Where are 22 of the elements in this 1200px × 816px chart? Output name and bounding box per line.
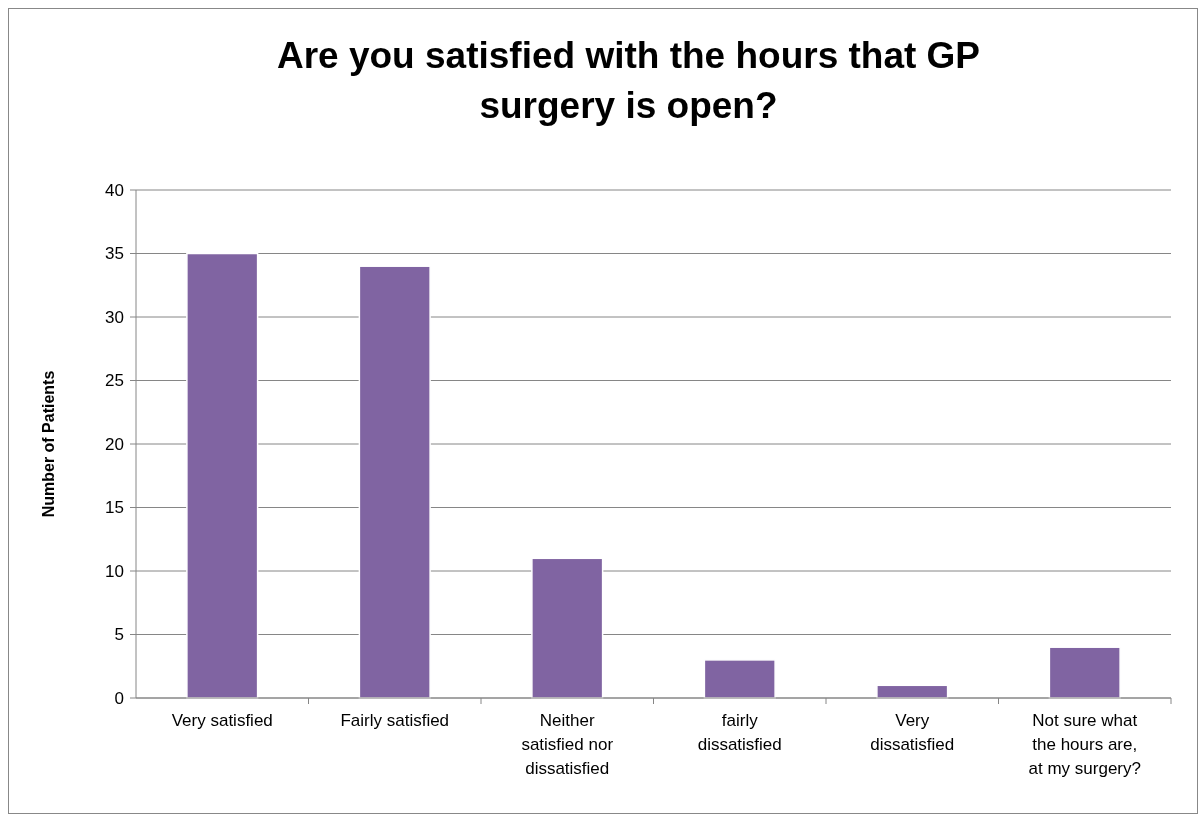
- x-tick-label: Neither satisfied nor dissatisfied: [521, 711, 614, 778]
- y-tick-label: 30: [105, 307, 124, 327]
- chart-title: Are you satisfied with the hours that GP surgery is open?: [276, 35, 981, 126]
- y-tick-label: 40: [105, 180, 124, 200]
- x-tick-label: Fairly satisfied: [340, 711, 450, 730]
- bar: [703, 659, 776, 699]
- x-tick-label: Very dissatisfied: [870, 711, 955, 754]
- y-tick-label: 15: [105, 498, 124, 518]
- y-tick-label: 10: [105, 561, 124, 581]
- y-tick-label: 5: [114, 625, 124, 645]
- y-tick-label: 20: [105, 434, 124, 454]
- bar: [186, 252, 259, 699]
- x-tick-label: Not sure what the hours are, at my surgery?: [1028, 711, 1141, 778]
- y-tick-label: 25: [105, 371, 124, 391]
- bar: [358, 265, 431, 699]
- x-tick-label: fairly dissatisfied: [697, 711, 782, 754]
- y-axis-title: Number of Patients: [40, 370, 57, 518]
- x-tick-label: Very satisfied: [171, 711, 273, 730]
- bar: [1048, 646, 1121, 699]
- y-tick-label: 35: [105, 244, 124, 264]
- bar: [531, 557, 604, 699]
- y-tick-label: 0: [114, 688, 124, 708]
